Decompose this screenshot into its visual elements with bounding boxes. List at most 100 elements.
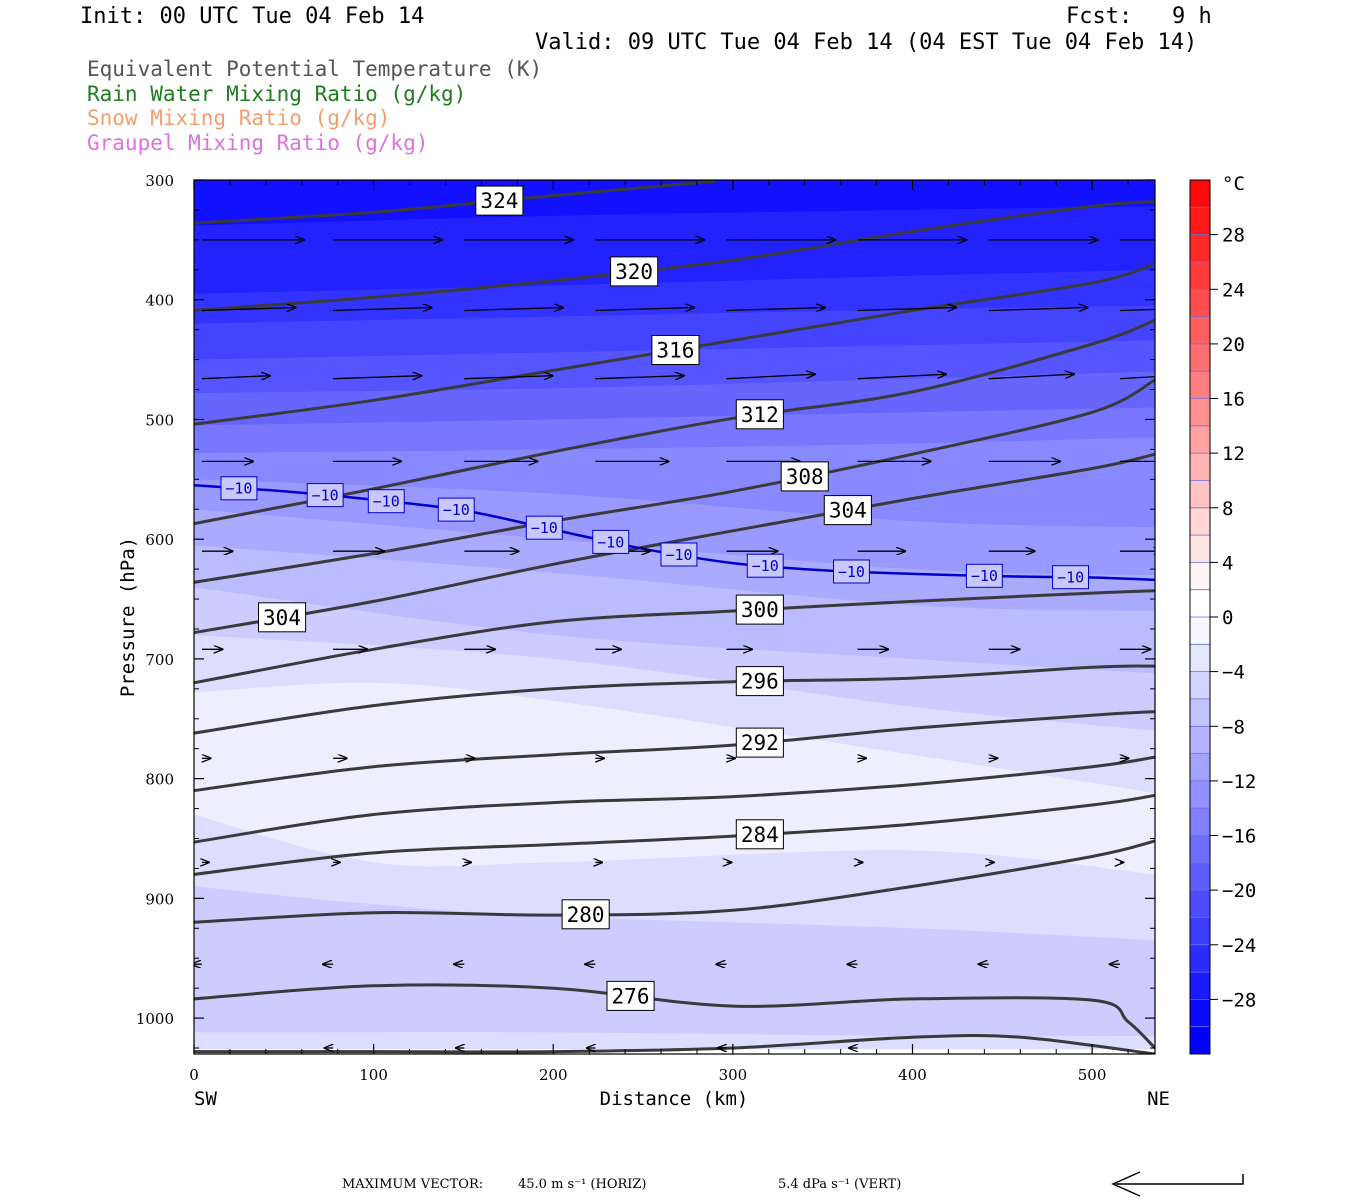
theta-e-label-312: 312 [735,399,784,430]
reference-vector-arrow [1111,1171,1244,1197]
isotherm-minus10-label-box [437,497,475,522]
theta-e-label-320-text: 320 [615,260,653,284]
wind-vector [726,374,815,380]
contour-label-layer: 324320316312308304304300296292284280276−… [220,185,1089,1011]
x-tick-label: 0 [189,1066,199,1084]
isotherm-minus10-label-text: −10 [1057,569,1084,587]
isotherm-minus10-label-box [525,515,563,540]
theta-e-label-280: 280 [561,899,610,930]
y-tick-label: 400 [145,292,174,310]
theta-e-label-304-box [823,495,872,526]
colorbar-swatch [1190,562,1210,590]
wind-vector [201,376,270,379]
colorbar-tick-label: −4 [1222,662,1245,684]
theta-e-label-284-text: 284 [741,823,779,847]
wind-vector [857,308,957,311]
colorbar-swatch [1190,835,1210,863]
isotherm-minus10-label: −10 [367,489,405,514]
colorbar-swatch [1190,944,1210,973]
theta-e-label-324-text: 324 [480,189,518,213]
isotherm-minus10-label-box [592,529,630,554]
colorbar-swatch [1190,589,1210,618]
isotherm-minus10-label-box [1052,565,1089,590]
theta-e-label-300: 300 [735,594,784,625]
colorbar-swatch [1190,234,1210,262]
theta-e-label-312-text: 312 [741,403,779,427]
colorbar-swatch [1190,780,1210,809]
colorbar-swatch [1190,289,1210,317]
init-time-label: Init: 00 UTC Tue 04 Feb 14 [80,4,425,29]
theta-e-label-308: 308 [780,461,829,492]
y-axis-title: Pressure (hPa) [117,537,139,697]
forecast-hour-label: Fcst: 9 h [1066,4,1212,29]
colorbar-tick-label: −16 [1222,826,1256,848]
theta-e-label-296: 296 [735,666,784,697]
theta-e-contour-320 [194,200,1155,312]
theta-e-label-280-text: 280 [567,903,605,927]
y-tick-label: 300 [145,172,174,190]
colorbar-swatch [1190,753,1210,781]
theta-e-label-312-box [735,399,784,430]
theta-e-label-316-box [651,335,700,365]
x-tick-label: 300 [719,1066,748,1084]
isotherm-minus10-label: −10 [525,515,563,540]
isotherm-minus10-label-box [660,542,698,567]
colorbar-tick-label: 16 [1222,389,1245,411]
max-vector-label: MAXIMUM VECTOR: [342,1177,484,1192]
colorbar-swatch [1190,890,1210,918]
isotherm-minus10-label: −10 [220,476,258,501]
theta-e-label-324: 324 [475,185,524,216]
colorbar-swatch [1190,261,1210,290]
theta-e-label-280-box [561,899,610,930]
colorbar-swatch [1190,343,1210,372]
max-vector-vert: 5.4 dPa s⁻¹ (VERT) [778,1177,902,1192]
theta-e-label-320-box [610,256,659,287]
colorbar-swatch [1190,726,1210,754]
colorbar-swatch [1190,398,1210,426]
colorbar: 28 24 20 16 12 8 4 0 −4 −8 −12 −16 −20 −24 −28 °C [1189,173,1256,1055]
isotherm-minus10-label-text: −10 [838,563,865,581]
theta-e-contour-276 [194,983,1155,1050]
theta-e-label-276-text: 276 [612,984,650,1008]
wind-vector [988,374,1074,380]
isotherm-minus10-label-text: −10 [373,493,400,511]
theta-e-contour-292 [194,710,1155,793]
wind-vector [1119,308,1155,312]
isotherm-minus10-label-text: −10 [752,557,779,575]
theta-e-label-292: 292 [735,727,784,758]
x-tick-label: 400 [898,1066,927,1084]
isotherm-minus10-label-text: −10 [971,567,998,585]
isotherm-minus10-label-box [746,553,784,578]
isotherm-minus10-label: −10 [306,483,344,508]
colorbar-tick-label: 28 [1222,225,1245,247]
axis-layer: 300 400 500 600 700 800 900 1000 0 100 200 300 400 50… [117,172,1170,1110]
legend-theta-e: Equivalent Potential Temperature (K) [87,57,543,81]
temperature-fill-layer [194,180,1155,1054]
isotherm-minus10-label-text: −10 [597,533,624,551]
isotherm-minus10-label: −10 [592,529,630,554]
theta-e-label-292-text: 292 [741,731,779,755]
wind-vector [464,308,563,311]
colorbar-swatch [1190,917,1210,945]
x-tick-label: 100 [359,1066,388,1084]
isotherm-minus10-label: −10 [660,542,698,567]
valid-time-label: Valid: 09 UTC Tue 04 Feb 14 (04 EST Tue … [535,30,1198,55]
isotherm-minus10-label: −10 [965,563,1003,588]
isotherm-minus10-label-box [833,559,870,584]
theta-e-contour-284 [194,793,1155,876]
y-tick-label: 1000 [136,1010,174,1028]
theta-e-contour-288 [194,755,1155,844]
theta-e-label-296-text: 296 [741,670,779,694]
colorbar-tick-label: −20 [1222,880,1256,902]
colorbar-unit: °C [1222,173,1245,195]
x-axis-title: Distance (km) [600,1088,749,1110]
colorbar-tick-label: 8 [1222,498,1233,520]
colorbar-tick-label: 4 [1222,552,1233,574]
theta-e-label-316: 316 [651,335,700,365]
theta-e-contour-316 [194,262,1155,426]
y-tick-label: 700 [145,651,174,669]
theta-e-label-296-box [735,666,784,697]
colorbar-tick-label: 12 [1222,443,1245,465]
isotherm-minus10-label-text: −10 [312,487,339,505]
colorbar-swatch [1190,316,1210,344]
